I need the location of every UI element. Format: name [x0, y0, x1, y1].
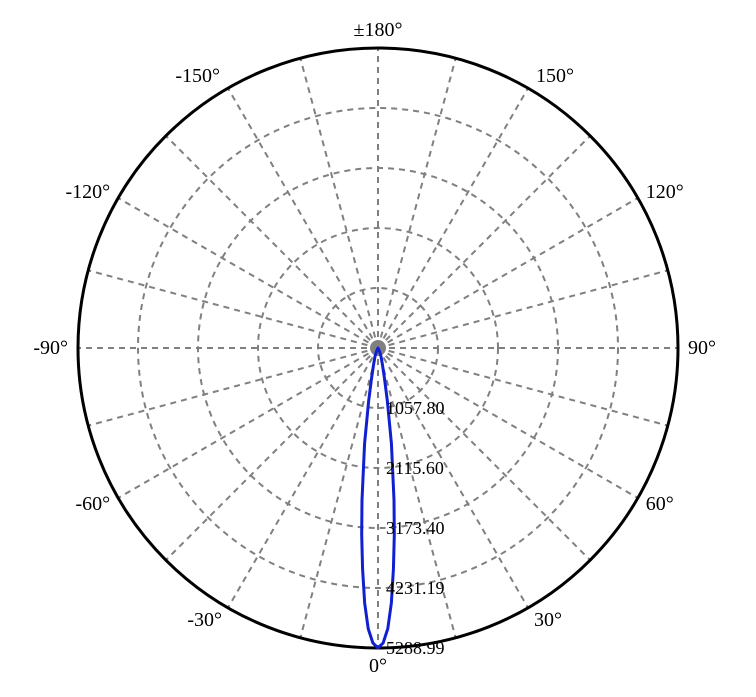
radial-tick-label: 2115.60	[386, 458, 444, 478]
radial-tick-label: 3173.40	[386, 518, 445, 538]
angle-label: 0°	[369, 655, 387, 677]
angle-label: ±180°	[354, 19, 403, 41]
angle-label: -30°	[187, 609, 222, 631]
angle-label: -90°	[33, 337, 68, 359]
angle-label: -60°	[76, 493, 111, 515]
angle-label: -120°	[66, 181, 111, 203]
radial-tick-label: 4231.19	[386, 578, 445, 598]
radial-tick-label: 5288.99	[386, 638, 445, 658]
angle-label: -150°	[175, 65, 220, 87]
angle-label: 150°	[536, 65, 574, 87]
angle-label: 120°	[646, 181, 684, 203]
angle-label: 90°	[688, 337, 716, 359]
angle-label: 30°	[534, 609, 562, 631]
angle-label: 60°	[646, 493, 674, 515]
polar-chart: ±180° 150° 120° 90° 60° 30° 0° -30° -60° -90° -120…	[0, 0, 756, 697]
radial-tick-label: 1057.80	[386, 398, 445, 418]
